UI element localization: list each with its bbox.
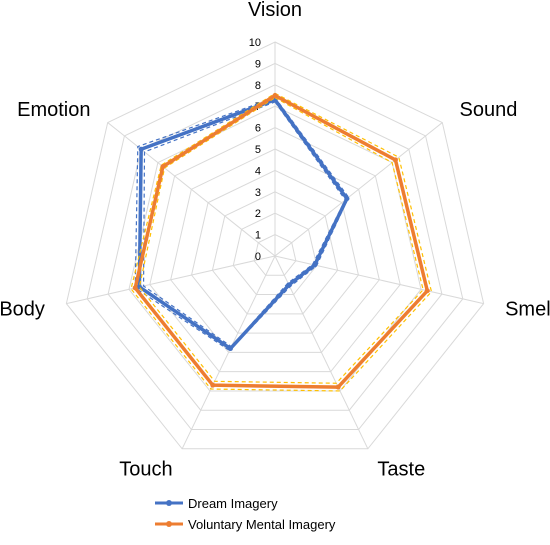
grid-ring-9 [86, 62, 464, 431]
spoke-body [66, 255, 276, 305]
series-dream-imagery [134, 96, 350, 352]
tick-label-1: 1 [255, 230, 261, 242]
series-dream-imagery-upper-bound [134, 96, 350, 352]
tick-label-0: 0 [255, 251, 261, 263]
radar-spokes [66, 42, 484, 450]
grid-ring-6 [149, 127, 401, 373]
grid-ring-10 [65, 41, 485, 450]
axis-label-vision: Vision [248, 0, 302, 21]
grid-ring-4 [191, 169, 359, 334]
legend: Dream Imagery Voluntary Mental Imagery [155, 496, 336, 532]
axis-label-sound: Sound [460, 99, 518, 121]
grid-ring-1 [253, 234, 297, 276]
grid-ring-2 [232, 212, 318, 296]
axis-label-smell: Smell [505, 299, 550, 321]
series-dream-imagery-point-emotion [138, 146, 144, 152]
axis-label-emotion: Emotion [17, 99, 90, 121]
legend-item-dream-imagery: Dream Imagery [155, 496, 278, 511]
tick-label-6: 6 [255, 123, 261, 135]
series-voluntary-mental-imagery-point-emotion [160, 164, 166, 170]
series-voluntary-mental-imagery [130, 92, 433, 392]
series-voluntary-mental-imagery-point-body [132, 285, 138, 291]
axis-label-touch: Touch [119, 459, 172, 481]
grid-ring-3 [211, 191, 339, 315]
series-voluntary-mental-imagery-point-taste [335, 384, 341, 390]
tick-label-2: 2 [255, 208, 261, 220]
series-voluntary-mental-imagery-upper-bound [130, 92, 433, 392]
series-dream-imagery-point-sound [344, 196, 350, 202]
series-voluntary-mental-imagery-line [133, 93, 430, 389]
series-voluntary-mental-imagery-point-vision [272, 93, 278, 98]
axis-labels: Vision Sound Smell Taste Touch Body Emotion [0, 0, 550, 481]
tick-label-3: 3 [255, 187, 261, 199]
spoke-smell [274, 255, 484, 305]
legend-label-dream-imagery: Dream Imagery [188, 496, 278, 511]
series-dream-imagery-point-taste [286, 282, 292, 288]
spoke-emotion [107, 122, 276, 257]
series-dream-imagery-line [137, 98, 349, 351]
series-voluntary-mental-imagery-point-sound [392, 157, 398, 163]
series-voluntary-mental-imagery-lower-bound [138, 96, 424, 384]
legend-item-voluntary-mental-imagery: Voluntary Mental Imagery [155, 517, 336, 532]
series-voluntary-mental-imagery-point-smell [424, 288, 430, 294]
spoke-touch [181, 255, 276, 450]
data-series [130, 92, 433, 392]
legend-marker-dream-imagery [166, 500, 172, 506]
grid-ring-8 [107, 84, 443, 411]
legend-marker-voluntary-mental-imagery [166, 521, 172, 527]
spoke-sound [274, 122, 443, 257]
tick-label-4: 4 [255, 165, 261, 177]
tick-label-9: 9 [255, 58, 261, 70]
tick-label-8: 8 [255, 80, 261, 92]
series-voluntary-mental-imagery-point-touch [210, 382, 216, 388]
spoke-taste [274, 255, 369, 450]
axis-label-taste: Taste [377, 459, 425, 481]
legend-label-voluntary-mental-imagery: Voluntary Mental Imagery [188, 517, 336, 532]
tick-label-5: 5 [255, 144, 261, 156]
grid-ring-5 [170, 148, 380, 353]
series-dream-imagery-point-touch [227, 346, 233, 352]
series-dream-imagery-point-smell [312, 262, 318, 268]
axis-label-body: Body [0, 299, 45, 321]
tick-label-10: 10 [249, 37, 261, 49]
